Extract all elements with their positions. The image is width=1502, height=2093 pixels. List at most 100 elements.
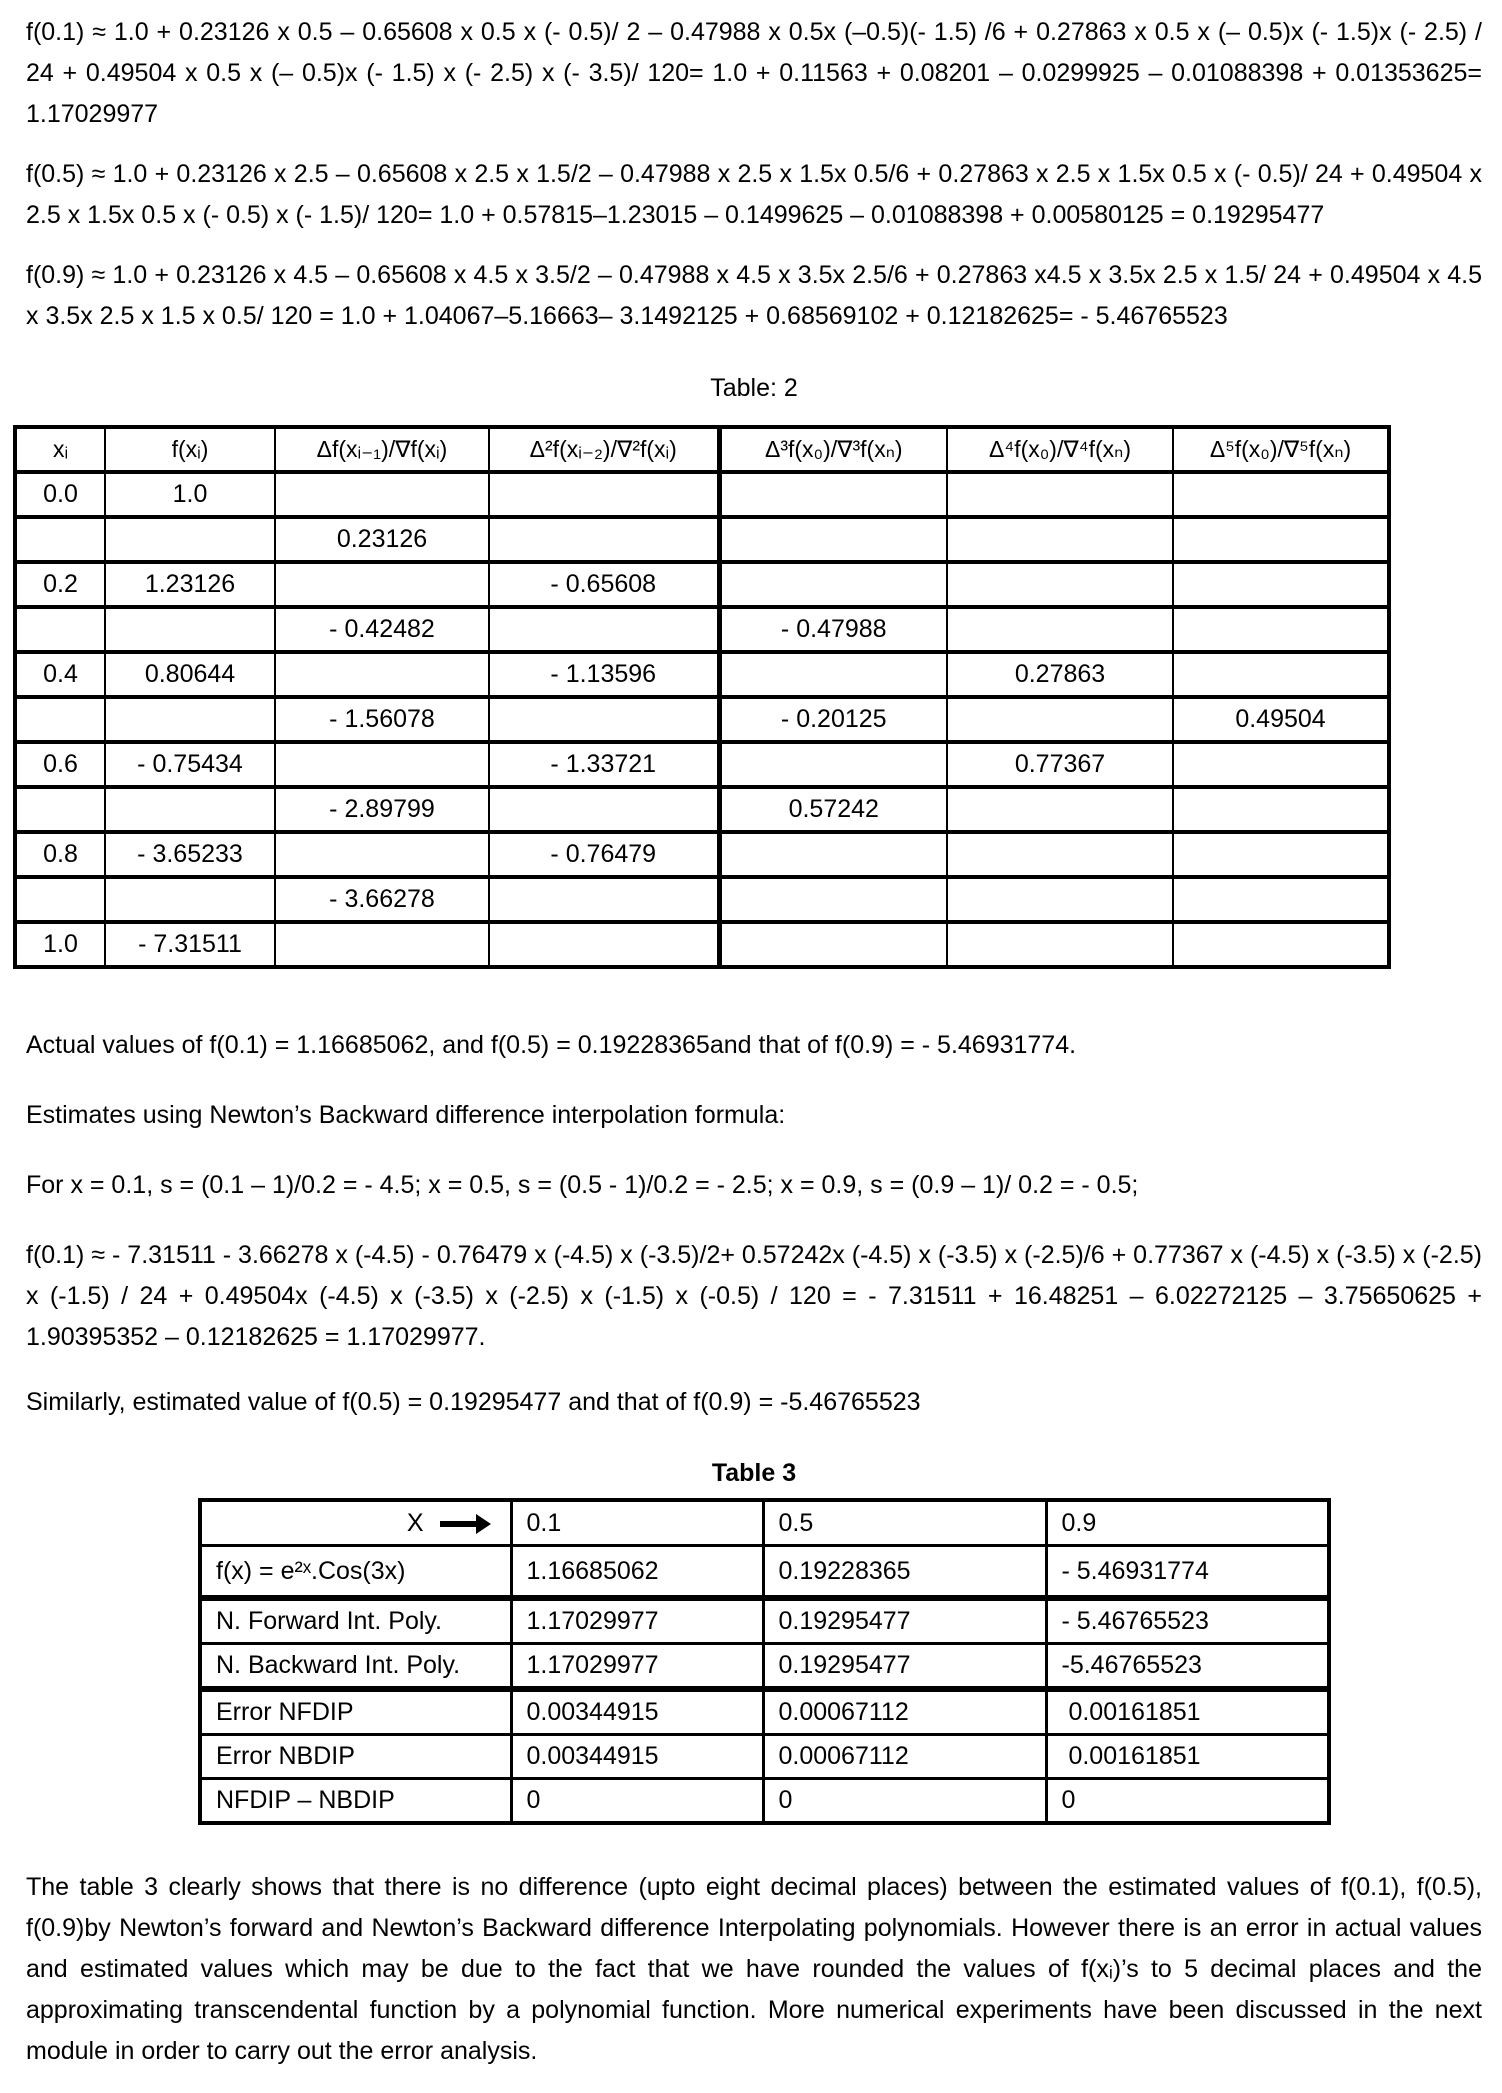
table2-cell (946, 560, 1174, 609)
table2-cell (274, 560, 490, 609)
table3-cell: 0.00344915 (509, 1733, 765, 1780)
table2-cell: - 3.66278 (274, 875, 490, 924)
paragraph-f05-forward: f(0.5) ≈ 1.0 + 0.23126 x 2.5 – 0.65608 x… (26, 160, 1482, 229)
table3-cell: - 5.46931774 (1044, 1544, 1331, 1601)
table2-cell (718, 470, 948, 519)
table2-cell: 0.77367 (946, 740, 1174, 789)
table2-cell (718, 740, 948, 789)
table2-cell (14, 605, 106, 654)
comparison-table: X 0.1 0.5 0.9 f(x) = e²ˣ.Cos(3x) 1.16685062… (198, 1498, 1331, 1825)
table2-cell (946, 785, 1174, 834)
table3-header-row: X 0.1 0.5 0.9 (198, 1498, 1331, 1547)
table2-cell: 0.6 (14, 740, 106, 789)
table2-cell: - 0.75434 (104, 740, 276, 789)
table2-body: 0.0 1.0 0.23126 0.2 1.23126- 0.65608- 0.4248… (14, 470, 1390, 969)
table3-row: Error NBDIP 0.00344915 0.00067112 0.001618… (198, 1733, 1331, 1780)
table2-cell (718, 875, 948, 924)
table2-cell (488, 920, 722, 969)
table2-caption: Table: 2 (710, 374, 798, 402)
table2-cell (274, 830, 490, 879)
table2-cell (104, 785, 276, 834)
table2-cell: 0.4 (14, 650, 106, 699)
table2-header-cell: f(xᵢ) (104, 425, 276, 474)
table2-header-cell: Δ⁴f(x₀)/∇⁴f(xₙ) (946, 425, 1174, 474)
table2-header-cell: Δ⁵f(x₀)/∇⁵f(xₙ) (1172, 425, 1390, 474)
table3-cell: 0.00161851 (1044, 1733, 1331, 1780)
table2-row: 0.6- 0.75434 - 1.33721 0.77367 (14, 740, 1390, 789)
table2-cell: 0.80644 (104, 650, 276, 699)
table2-cell: - 0.20125 (718, 695, 948, 744)
table2-cell (274, 740, 490, 789)
table2-cell (274, 650, 490, 699)
table3-cell: 0 (761, 1777, 1048, 1825)
table2-cell: 0.57242 (718, 785, 948, 834)
table2-cell (104, 875, 276, 924)
table2-cell (488, 605, 722, 654)
table3-row-label: Error NBDIP (198, 1733, 513, 1780)
table2-header-cell: xᵢ (14, 425, 106, 474)
table2-cell (14, 695, 106, 744)
table2-cell (488, 875, 722, 924)
table2-header-cell: Δ²f(xᵢ₋₂)/∇²f(xᵢ) (488, 425, 722, 474)
table3-row-label: N. Forward Int. Poly. (198, 1596, 513, 1645)
table2-cell: - 0.42482 (274, 605, 490, 654)
table2-header-cell: Δ³f(x₀)/∇³f(xₙ) (718, 425, 948, 474)
table2-cell: 0.23126 (274, 515, 490, 564)
table3-cell: 0.00067112 (761, 1687, 1048, 1736)
table2-cell (488, 515, 722, 564)
table2-cell (488, 785, 722, 834)
paragraph-s-values: For x = 0.1, s = (0.1 – 1)/0.2 = - 4.5; … (26, 1171, 1139, 1199)
table2-cell (946, 695, 1174, 744)
table2-row: 0.0 1.0 (14, 470, 1390, 519)
table3-cell: 0.19228365 (761, 1544, 1048, 1601)
table3-cell: 1.16685062 (509, 1544, 765, 1601)
table2-row: 0.2 1.23126 - 0.65608 (14, 560, 1390, 609)
table2-cell: 1.0 (14, 920, 106, 969)
paragraph-actual-values: Actual values of f(0.1) = 1.16685062, an… (26, 1031, 1077, 1059)
table3-row: N. Backward Int. Poly. 1.17029977 0.192954… (198, 1642, 1331, 1692)
table2-cell (718, 560, 948, 609)
table2-row: 0.8- 3.65233 - 0.76479 (14, 830, 1390, 879)
table3-cell: 0 (1044, 1777, 1331, 1825)
table2-cell (946, 920, 1174, 969)
table2-cell: - 1.56078 (274, 695, 490, 744)
table3-row: N. Forward Int. Poly. 1.17029977 0.1929547… (198, 1596, 1331, 1645)
right-arrow-icon (439, 1520, 476, 1527)
table2-cell: - 3.65233 (104, 830, 276, 879)
table2-cell: - 0.76479 (488, 830, 722, 879)
table2-cell (274, 920, 490, 969)
table2-cell: - 2.89799 (274, 785, 490, 834)
table2-cell (1172, 920, 1390, 969)
table2-cell (14, 785, 106, 834)
table3-row-label: Error NFDIP (198, 1687, 513, 1736)
table3-row-label: N. Backward Int. Poly. (198, 1642, 513, 1692)
table2-cell (946, 515, 1174, 564)
table2-row: - 0.42482 - 0.47988 (14, 605, 1390, 654)
table2-cell: - 0.65608 (488, 560, 722, 609)
table3-cell: 0.19295477 (761, 1596, 1048, 1645)
table2-cell: 0.8 (14, 830, 106, 879)
table2-cell (488, 695, 722, 744)
table2-header-cell: Δf(xᵢ₋₁)/∇f(xᵢ) (274, 425, 490, 474)
table3-header-cell: 0.5 (761, 1498, 1048, 1547)
table2-cell (274, 470, 490, 519)
table2-cell (718, 920, 948, 969)
paragraph-f09-forward: f(0.9) ≈ 1.0 + 0.23126 x 4.5 – 0.65608 x… (26, 261, 1482, 330)
table3-cell: 0.00344915 (509, 1687, 765, 1736)
paragraph-conclusion: The table 3 clearly shows that there is … (26, 1873, 1482, 2065)
paragraph-estimates-heading: Estimates using Newton’s Backward differ… (26, 1101, 786, 1129)
table2-cell (946, 470, 1174, 519)
table2-cell (946, 605, 1174, 654)
table2-cell (946, 875, 1174, 924)
table2-cell (718, 830, 948, 879)
table2-cell: 0.49504 (1172, 695, 1390, 744)
table2-cell: - 1.13596 (488, 650, 722, 699)
table2-cell (14, 875, 106, 924)
table3-caption: Table 3 (711, 1459, 797, 1487)
table2-cell (104, 695, 276, 744)
paragraph-similarly: Similarly, estimated value of f(0.5) = 0… (26, 1388, 921, 1416)
table2-cell (1172, 650, 1390, 699)
table3-row: NFDIP – NBDIP 0 0 0 (198, 1777, 1331, 1825)
table2-cell: - 0.47988 (718, 605, 948, 654)
table3-row: f(x) = e²ˣ.Cos(3x) 1.16685062 0.19228365- … (198, 1544, 1331, 1601)
